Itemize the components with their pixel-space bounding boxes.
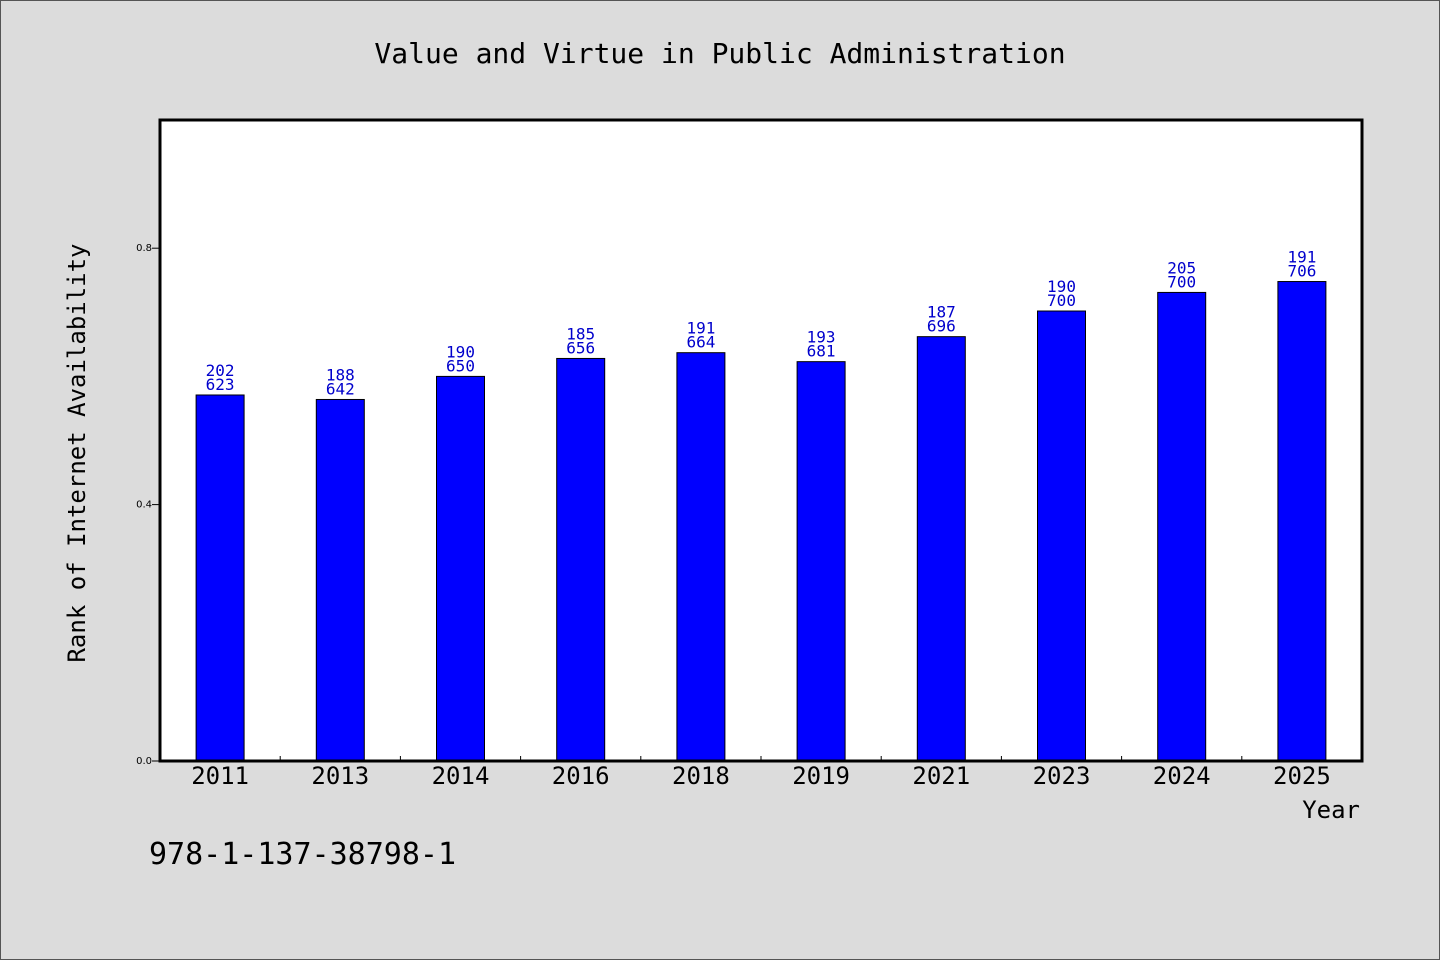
x-axis-tick-labels: 2011 2013 2014 2016 2018 2019 2021 2023 2024 2025	[191, 762, 1331, 790]
data-label-top: 187	[927, 303, 956, 322]
x-axis-title: Year	[1302, 796, 1360, 824]
y-axis-title: Rank of Internet Availability	[63, 243, 91, 662]
bar-2023	[1037, 310, 1086, 762]
data-label-bottom: 623	[206, 375, 235, 394]
bar-2011	[195, 394, 245, 762]
x-tick-label: 2013	[311, 762, 369, 790]
data-label-top: 185	[566, 324, 595, 343]
x-tick-label: 2018	[672, 762, 730, 790]
bars	[195, 281, 1327, 762]
x-tick-label: 2016	[552, 762, 610, 790]
data-label-top: 205	[1167, 258, 1196, 277]
x-tick-label: 2011	[191, 762, 249, 790]
bar-2024	[1157, 291, 1207, 762]
x-tick-label: 2021	[912, 762, 970, 790]
data-label-top: 190	[1047, 277, 1076, 296]
data-label-top: 202	[206, 361, 235, 380]
data-label-bottom: 650	[446, 356, 475, 375]
data-label-bottom: 656	[566, 338, 595, 357]
x-tick-label: 2024	[1153, 762, 1211, 790]
data-label-bottom: 696	[927, 317, 956, 336]
data-label-bottom: 700	[1167, 272, 1196, 291]
data-label-bottom: 700	[1047, 291, 1076, 310]
bar-2016	[556, 357, 606, 762]
x-tick-label: 2014	[432, 762, 490, 790]
plot-frame	[158, 118, 1364, 763]
x-tick-label: 2025	[1273, 762, 1331, 790]
data-label-bottom: 664	[686, 333, 715, 352]
bar-2019	[796, 361, 846, 762]
y-axis-ticks: 0.0 0.4 0.8	[136, 243, 160, 767]
data-label-top: 193	[807, 328, 836, 347]
data-label-bottom: 681	[807, 342, 836, 361]
y-tick-label: 0.0	[136, 756, 152, 767]
bar-2014	[436, 375, 485, 762]
data-label-bottom: 642	[326, 379, 355, 398]
data-label-bottom: 706	[1287, 262, 1316, 281]
bar-2013	[315, 398, 365, 762]
bar-2018	[676, 352, 726, 762]
data-label-top: 190	[446, 342, 475, 361]
bar-2025	[1277, 281, 1327, 762]
data-label-top: 191	[686, 319, 715, 338]
y-tick-label: 0.8	[136, 243, 152, 254]
chart-title: Value and Virtue in Public Administratio…	[374, 37, 1065, 70]
x-tick-label: 2023	[1033, 762, 1091, 790]
bar-2021	[916, 336, 966, 762]
isbn-text: 978-1-137-38798-1	[149, 837, 456, 872]
data-label-top: 188	[326, 365, 355, 384]
y-tick-label: 0.4	[136, 500, 152, 511]
x-tick-label: 2019	[792, 762, 850, 790]
data-label-top: 191	[1287, 248, 1316, 267]
